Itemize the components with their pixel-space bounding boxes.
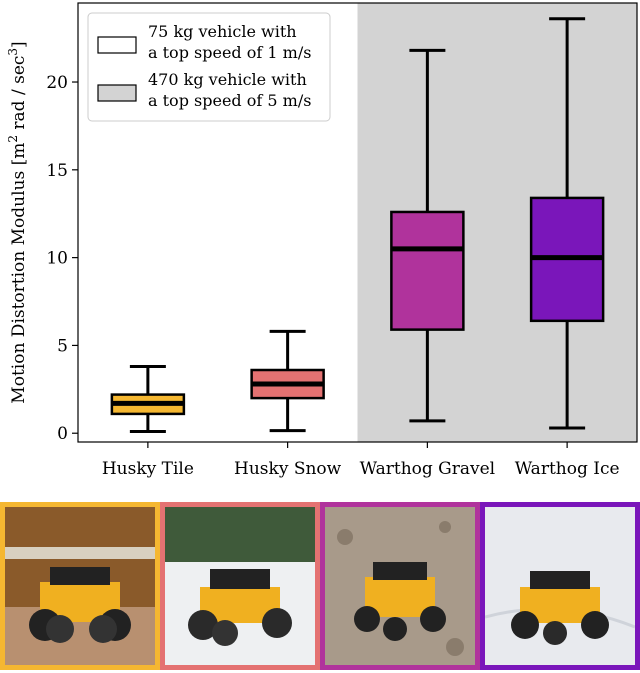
y-label-sup1: 2 <box>6 135 20 143</box>
legend-label-line2: a top speed of 1 m/s <box>148 43 311 62</box>
warthog-ice-photo <box>480 502 640 670</box>
y-tick-label: 10 <box>46 249 68 269</box>
plot-frame <box>77 2 638 443</box>
y-tick-label: 20 <box>46 73 68 93</box>
y-label-main: Motion Distortion Modulus [m <box>9 143 29 404</box>
legend-swatch <box>97 36 137 54</box>
legend: 75 kg vehicle with a top speed of 1 m/s 47… <box>87 12 331 122</box>
y-tick-label: 5 <box>57 336 68 356</box>
box-group <box>110 17 605 433</box>
legend-label-line2: a top speed of 5 m/s <box>148 91 311 110</box>
box-warthog-gravel <box>390 48 465 423</box>
legend-box <box>87 12 331 122</box>
photo-row <box>0 502 640 673</box>
x-tick-label: Warthog Gravel <box>360 459 496 479</box>
legend-label-line1: 470 kg vehicle with <box>148 70 307 89</box>
x-tick-label: Husky Snow <box>234 459 342 479</box>
y-label-sup2: 3 <box>6 48 20 56</box>
y-label-end: ] <box>9 41 29 48</box>
box-warthog-ice <box>529 17 605 430</box>
x-axis: Husky Tile Husky Snow Warthog Gravel Wartho… <box>102 442 620 479</box>
legend-label-line1: 75 kg vehicle with <box>148 22 297 41</box>
y-tick-label: 15 <box>46 161 68 181</box>
legend-swatch <box>97 84 137 102</box>
y-tick-label: 0 <box>57 424 68 444</box>
warthog-gravel-photo <box>320 502 480 670</box>
y-label-mid: rad / sec <box>9 56 29 135</box>
husky-tile-photo <box>0 502 160 670</box>
box-plot-chart: 0 5 10 15 20 Husky Tile Husky Snow Warthog Gra… <box>6 2 638 479</box>
x-tick-label: Husky Tile <box>102 459 194 479</box>
husky-snow-photo <box>160 502 320 670</box>
y-axis-label: Motion Distortion Modulus [m2 rad / sec3… <box>6 41 29 403</box>
box-iqr <box>390 210 465 331</box>
y-axis: 0 5 10 15 20 <box>46 73 78 444</box>
x-tick-label: Warthog Ice <box>515 459 620 479</box>
box-husky-tile <box>110 364 186 433</box>
box-husky-snow <box>250 329 325 433</box>
